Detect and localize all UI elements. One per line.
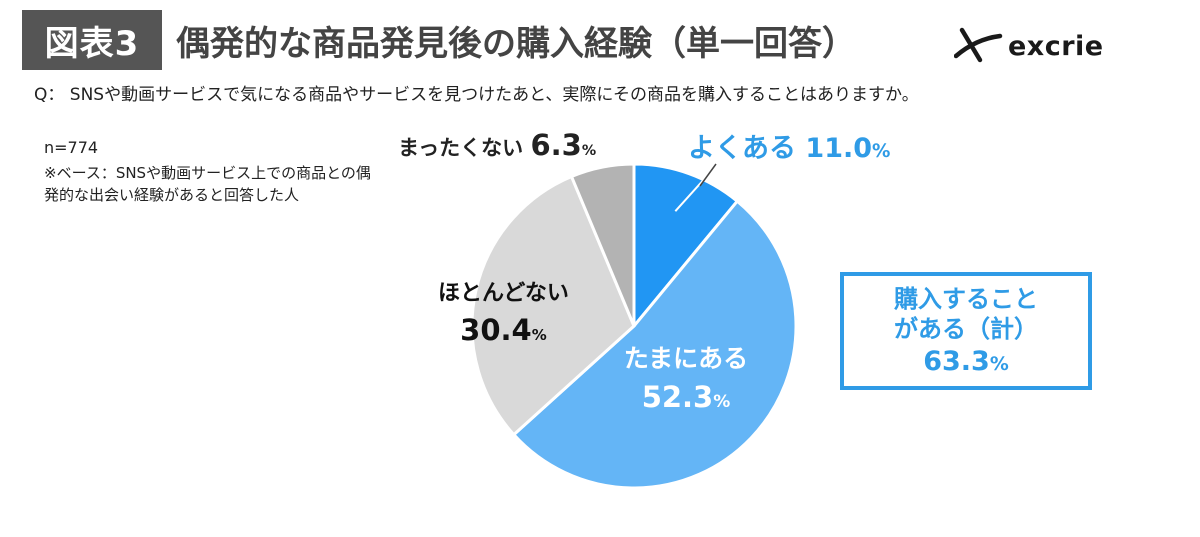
- brand-logo: excrie: [954, 24, 1104, 68]
- brand-logo-mark-icon: [954, 27, 1003, 63]
- slice-label-often: よくある 11.0%: [688, 126, 890, 165]
- slice-label-never-value: 6.3: [530, 128, 582, 162]
- purchase-total-box: 購入すること がある（計） 63.3%: [840, 272, 1092, 390]
- sample-size: n=774: [44, 138, 99, 157]
- slice-label-often-unit: %: [872, 141, 891, 162]
- pie-slice-often: [632, 162, 740, 331]
- pie-slice-never: [569, 162, 636, 327]
- leader-line-often-outer: [699, 163, 717, 187]
- pie-slice-rarely: [470, 174, 636, 437]
- brand-logo-text: excrie: [1008, 30, 1104, 62]
- slice-label-sometimes-unit: %: [713, 392, 731, 412]
- pie-slice-sometimes: [511, 199, 798, 490]
- slice-label-never-unit: %: [581, 143, 597, 159]
- slice-label-sometimes-name: たまにある: [623, 344, 749, 373]
- chart-title: 偶発的な商品発見後の購入経験（単一回答）: [176, 23, 856, 64]
- slice-label-sometimes-value: 52.3: [641, 380, 714, 414]
- total-unit: %: [989, 353, 1009, 375]
- base-note: ※ベース：SNSや動画サービス上での商品との偶発的な出会い経験があると回答した人: [44, 164, 371, 204]
- slice-label-rarely-name: ほとんどない: [438, 281, 569, 306]
- slice-label-rarely: ほとんどない 30.4%: [438, 276, 569, 353]
- survey-question: Q： SNSや動画サービスで気になる商品やサービスを見つけたあと、実際にその商品…: [34, 85, 919, 105]
- slice-label-often-name: よくある: [688, 133, 796, 164]
- slice-label-sometimes: たまにある 52.3%: [606, 340, 766, 421]
- total-value: 63.3: [923, 346, 990, 377]
- total-label-line2: がある（計）: [894, 315, 1038, 343]
- figure-badge: 図表3: [22, 10, 162, 70]
- slice-label-often-value: 11.0: [805, 133, 873, 164]
- slice-label-never-name: まったくない: [398, 136, 524, 160]
- slice-label-rarely-unit: %: [531, 326, 547, 344]
- slice-label-rarely-value: 30.4: [460, 313, 532, 347]
- total-label-line1: 購入すること: [894, 285, 1038, 313]
- slice-label-never: まったくない 6.3%: [398, 128, 596, 162]
